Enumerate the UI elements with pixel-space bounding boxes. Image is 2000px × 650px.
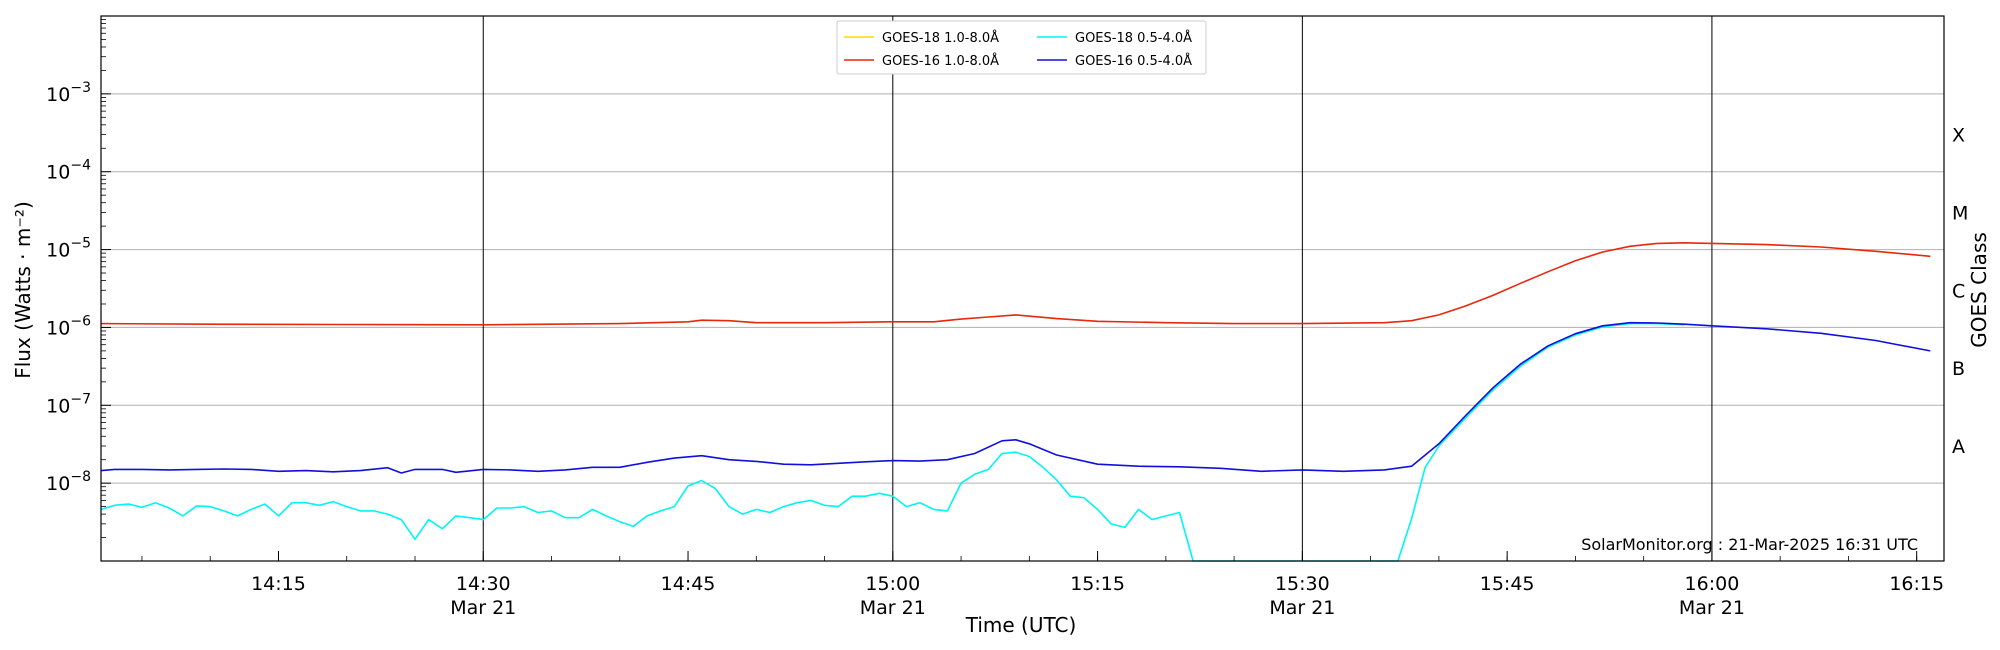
y-tick-label: 10−4: [46, 158, 91, 184]
x-tick-label: 14:45: [661, 573, 716, 595]
axis-ticks: [101, 19, 1918, 561]
plot-area-background: [101, 16, 1944, 561]
x-tick-label: 14:30: [456, 573, 511, 595]
series-lines: [100, 242, 1931, 562]
legend-items: GOES-18 1.0-8.0Å GOES-16 1.0-8.0Å GOES-18 …: [844, 30, 1192, 69]
y-tick-label: 10−3: [46, 80, 91, 106]
series-line: [100, 321, 1931, 474]
legend: GOES-18 1.0-8.0Å GOES-16 1.0-8.0Å GOES-18 …: [836, 20, 1207, 75]
x-tick-label: 15:45: [1480, 573, 1535, 595]
y-tick-label: 10−7: [46, 391, 91, 417]
goes-class-label: X: [1952, 125, 1965, 147]
y-tick-label: 10−8: [46, 469, 91, 495]
series-line: [100, 322, 1685, 562]
x-axis-title: Time (UTC): [965, 613, 1077, 637]
y-tick-labels: 10−8 10−7 10−6 10−5 10−4 10−3: [46, 80, 91, 495]
x-tick-date-label: Mar 21: [450, 597, 516, 619]
x-tick-label: 16:00: [1685, 573, 1740, 595]
x-tick-date-label: Mar 21: [1679, 597, 1745, 619]
legend-label: GOES-16 1.0-8.0Å: [882, 53, 999, 69]
goes-class-label: M: [1952, 202, 1968, 224]
legend-label: GOES-18 1.0-8.0Å: [882, 30, 999, 46]
y-tick-label: 10−6: [46, 313, 91, 339]
legend-box: [836, 20, 1207, 75]
x-tick-date-label: Mar 21: [1269, 597, 1335, 619]
y-axis-right-title: GOES Class: [1967, 232, 1991, 348]
x-tick-label: 15:30: [1275, 573, 1330, 595]
plot-frame: [100, 15, 1945, 562]
y-axis-title: Flux (Watts · m⁻²): [11, 201, 35, 379]
goes-class-label: B: [1952, 358, 1965, 380]
x-tick-label: 16:15: [1889, 573, 1944, 595]
legend-label: GOES-18 0.5-4.0Å: [1075, 30, 1192, 46]
x-tick-date-label: Mar 21: [860, 597, 926, 619]
x-tick-label: 15:00: [865, 573, 920, 595]
x-tick-label: 14:15: [251, 573, 306, 595]
legend-label: GOES-16 0.5-4.0Å: [1075, 53, 1192, 69]
goes-class-label: C: [1952, 280, 1965, 302]
x-tick-label: 15:15: [1070, 573, 1125, 595]
series-line: [100, 242, 1931, 326]
goes-class-labels: X M C B A: [1952, 125, 1968, 458]
horizontal-grid: [101, 93, 1944, 484]
goes-class-label: A: [1952, 436, 1965, 458]
source-watermark: SolarMonitor.org : 21-Mar-2025 16:31 UTC: [1581, 535, 1918, 554]
y-tick-label: 10−5: [46, 236, 91, 262]
